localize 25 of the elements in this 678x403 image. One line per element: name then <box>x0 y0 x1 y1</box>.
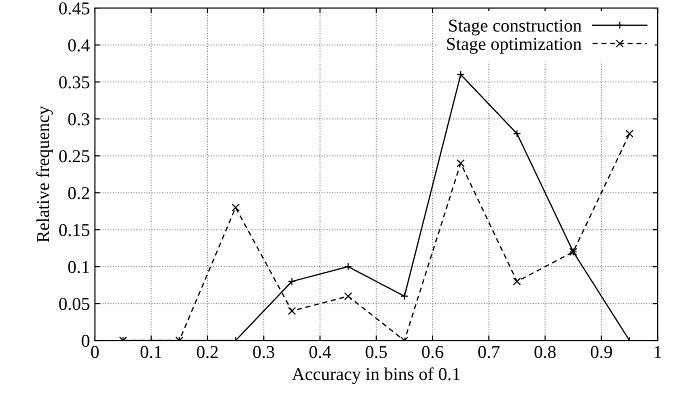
x-tick-label: 0.9 <box>590 346 612 358</box>
y-tick-label: 0.1 <box>68 260 89 274</box>
y-tick-label: 0.25 <box>59 150 90 162</box>
legend-label: Stage optimization <box>447 38 582 54</box>
x-tick-label: 0 <box>91 346 99 358</box>
y-tick-label: 0.35 <box>59 76 90 88</box>
x-tick-label: 0.3 <box>253 346 274 358</box>
y-tick-label: 0.3 <box>68 113 90 126</box>
y-tick-label: 0.45 <box>59 2 90 15</box>
y-tick-label: 0 <box>82 334 90 347</box>
y-tick-label: 0.4 <box>68 39 90 52</box>
x-axis-title: Accuracy in bins of 0.1 <box>292 367 460 384</box>
y-axis-title: Relative frequency <box>36 106 53 242</box>
y-tick-label: 0.2 <box>68 187 90 200</box>
x-tick-label: 0.1 <box>140 346 162 358</box>
x-tick-label: 1 <box>654 346 662 358</box>
x-tick-label: 0.5 <box>366 346 387 358</box>
x-tick-label: 0.8 <box>534 346 556 358</box>
legend-label: Stage construction <box>449 20 582 36</box>
x-tick-label: 0.6 <box>422 346 444 358</box>
y-tick-label: 0.05 <box>59 298 90 310</box>
x-tick-label: 0.2 <box>196 346 218 358</box>
x-tick-label: 0.4 <box>309 346 332 358</box>
x-tick-label: 0.7 <box>478 346 500 358</box>
y-tick-label: 0.15 <box>59 224 90 236</box>
